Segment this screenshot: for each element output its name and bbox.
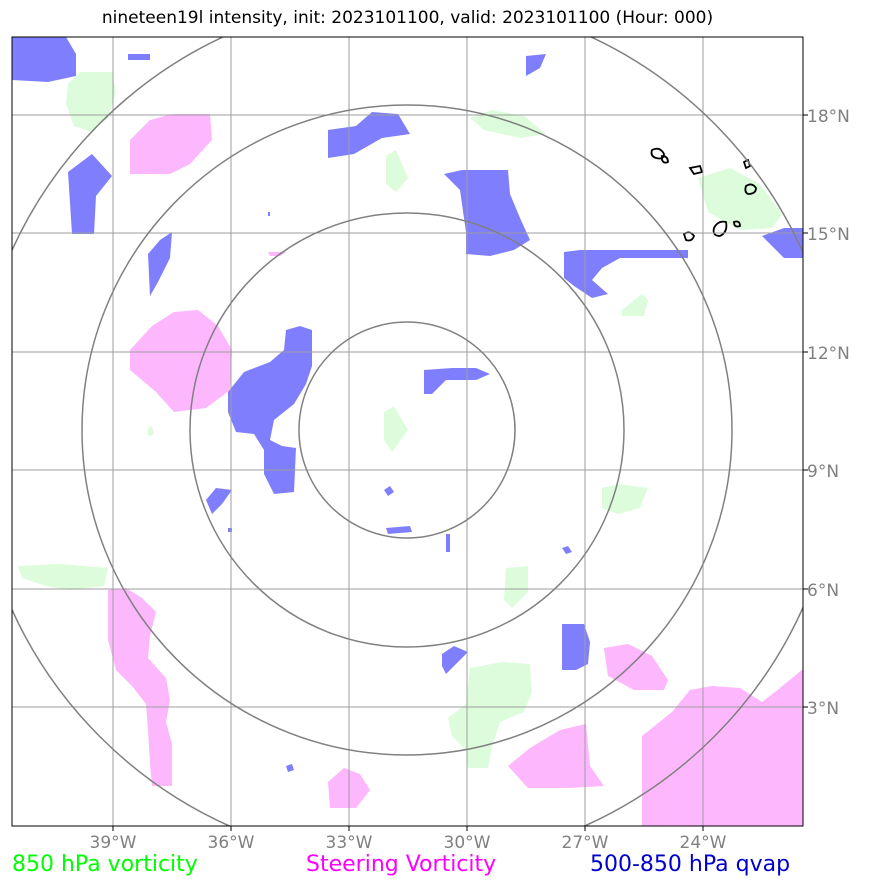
map-title: nineteen19l intensity, init: 2023101100,… xyxy=(101,8,714,28)
graticule xyxy=(12,37,803,826)
lon-tick-label: 33°W xyxy=(326,833,373,853)
lon-tick-label: 39°W xyxy=(90,833,137,853)
lon-tick-label: 36°W xyxy=(208,833,255,853)
lat-tick-label: 9°N xyxy=(807,462,839,482)
coastline-islands xyxy=(650,147,757,242)
tick-marks xyxy=(112,114,808,831)
legend-qvap: 500-850 hPa qvap xyxy=(590,852,791,877)
vorticity-850-regions xyxy=(18,72,782,768)
lon-tick-label: 24°W xyxy=(680,833,727,853)
steering-vorticity-regions xyxy=(108,114,803,826)
lon-tick-label: 27°W xyxy=(562,833,609,853)
lat-tick-label: 6°N xyxy=(807,581,839,601)
map-frame xyxy=(11,36,804,827)
lat-tick-label: 3°N xyxy=(807,699,839,719)
range-rings xyxy=(12,37,803,826)
lat-tick-label: 15°N xyxy=(807,225,850,245)
qvap-regions xyxy=(12,37,803,772)
lon-tick-label: 30°W xyxy=(444,833,491,853)
legend-850-vorticity: 850 hPa vorticity xyxy=(12,852,198,877)
lat-tick-label: 18°N xyxy=(807,107,850,127)
legend-steering-vorticity: Steering Vorticity xyxy=(306,852,497,877)
lat-tick-label: 12°N xyxy=(807,344,850,364)
